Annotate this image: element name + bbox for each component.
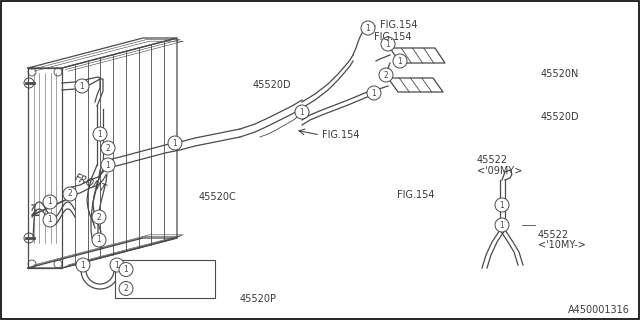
Text: FRONT: FRONT bbox=[73, 172, 108, 194]
Circle shape bbox=[295, 105, 309, 119]
Text: 1: 1 bbox=[500, 201, 504, 210]
Circle shape bbox=[63, 187, 77, 201]
Text: FIG.154: FIG.154 bbox=[380, 20, 417, 30]
Text: 1: 1 bbox=[79, 82, 84, 91]
Text: 45520D: 45520D bbox=[253, 80, 291, 90]
Text: 1: 1 bbox=[386, 39, 390, 49]
Circle shape bbox=[43, 213, 57, 227]
Text: 1: 1 bbox=[47, 215, 52, 225]
Text: 45520P: 45520P bbox=[240, 294, 277, 304]
Text: 1: 1 bbox=[173, 139, 177, 148]
Text: 1: 1 bbox=[81, 260, 85, 269]
Text: FIG.154: FIG.154 bbox=[374, 32, 412, 42]
Text: 1: 1 bbox=[47, 197, 52, 206]
Text: 2: 2 bbox=[68, 189, 72, 198]
Text: A450001316: A450001316 bbox=[568, 305, 630, 315]
Text: 45520C: 45520C bbox=[198, 192, 236, 202]
Circle shape bbox=[93, 127, 107, 141]
Text: 1: 1 bbox=[500, 220, 504, 229]
Text: 45522: 45522 bbox=[538, 230, 569, 240]
Text: 2: 2 bbox=[383, 70, 388, 79]
Circle shape bbox=[381, 37, 395, 51]
Text: FIG.154: FIG.154 bbox=[322, 130, 360, 140]
Text: 45520N: 45520N bbox=[541, 68, 579, 79]
Circle shape bbox=[393, 54, 407, 68]
Circle shape bbox=[119, 262, 133, 276]
Text: 1: 1 bbox=[365, 23, 371, 33]
Circle shape bbox=[92, 233, 106, 247]
Circle shape bbox=[367, 86, 381, 100]
Circle shape bbox=[101, 141, 115, 155]
Bar bbox=[115, 260, 215, 298]
Text: 1: 1 bbox=[397, 57, 403, 66]
Text: FIG.154: FIG.154 bbox=[397, 190, 435, 200]
Text: 45520D: 45520D bbox=[541, 112, 579, 122]
Circle shape bbox=[361, 21, 375, 35]
Text: 1: 1 bbox=[372, 89, 376, 98]
Text: 1: 1 bbox=[115, 260, 120, 269]
Text: W170062: W170062 bbox=[142, 265, 185, 274]
Text: 1: 1 bbox=[300, 108, 305, 116]
Circle shape bbox=[110, 258, 124, 272]
Text: 1: 1 bbox=[106, 161, 110, 170]
Text: <'10MY->: <'10MY-> bbox=[538, 240, 586, 250]
Text: 1: 1 bbox=[124, 265, 129, 274]
Text: 1: 1 bbox=[98, 130, 102, 139]
Circle shape bbox=[92, 210, 106, 224]
Circle shape bbox=[76, 258, 90, 272]
Circle shape bbox=[75, 79, 89, 93]
Text: 2: 2 bbox=[97, 212, 101, 221]
Text: <'09MY>: <'09MY> bbox=[477, 166, 522, 176]
Circle shape bbox=[168, 136, 182, 150]
Text: 1: 1 bbox=[97, 236, 101, 244]
Circle shape bbox=[495, 198, 509, 212]
Circle shape bbox=[495, 218, 509, 232]
Text: 0474S*A: 0474S*A bbox=[142, 284, 181, 293]
Text: 2: 2 bbox=[106, 143, 110, 153]
Text: 2: 2 bbox=[124, 284, 129, 293]
Circle shape bbox=[379, 68, 393, 82]
Text: 45522: 45522 bbox=[477, 155, 508, 165]
Circle shape bbox=[101, 158, 115, 172]
Circle shape bbox=[43, 195, 57, 209]
Circle shape bbox=[119, 282, 133, 295]
